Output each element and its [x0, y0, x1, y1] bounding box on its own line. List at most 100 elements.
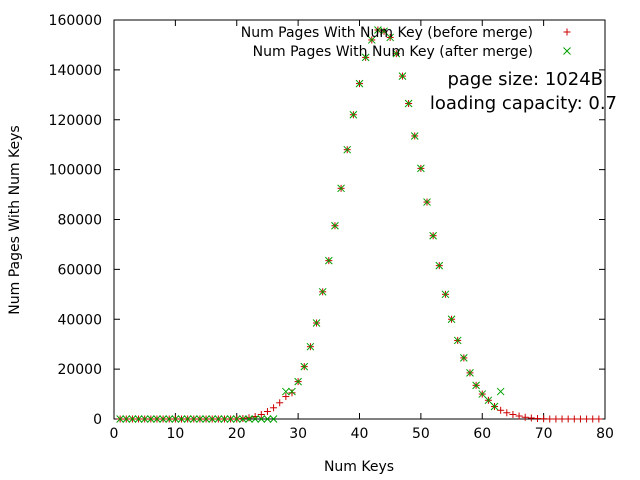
- data-point-after-merge: [417, 164, 425, 173]
- annotation-loading-capacity: loading capacity: 0.7: [430, 93, 617, 114]
- data-point-after-merge: [251, 415, 260, 423]
- data-point-before-merge: [509, 411, 517, 419]
- data-point-after-merge: [361, 53, 370, 62]
- data-point-after-merge: [343, 145, 352, 154]
- data-point-after-merge: [496, 387, 505, 396]
- data-point-before-merge: [552, 415, 560, 423]
- data-point-after-merge: [484, 396, 493, 405]
- data-point-before-merge: [270, 404, 278, 412]
- data-point-before-merge: [564, 415, 572, 423]
- y-tick-label: 120000: [49, 113, 102, 129]
- data-point-after-merge: [226, 415, 235, 423]
- data-point-after-merge: [410, 132, 419, 140]
- data-point-after-merge: [146, 415, 155, 423]
- data-point-before-merge: [288, 389, 296, 397]
- data-point-after-merge: [257, 415, 266, 423]
- legend-label-before-merge: Num Pages With Num Key (before merge): [241, 25, 533, 41]
- data-point-after-merge: [398, 72, 407, 80]
- y-tick-label: 140000: [49, 63, 102, 79]
- data-point-before-merge: [540, 415, 548, 423]
- x-tick-label: 20: [228, 426, 246, 442]
- data-point-after-merge: [239, 415, 247, 423]
- data-point-after-merge: [294, 377, 302, 386]
- data-point-after-merge: [122, 415, 131, 423]
- legend-marker-plus-glyph: [563, 28, 571, 36]
- data-point-after-merge: [331, 221, 339, 230]
- data-point-after-merge: [447, 315, 456, 324]
- data-point-after-merge: [423, 198, 431, 206]
- data-point-before-merge: [589, 415, 597, 423]
- y-tick-label: 20000: [57, 362, 102, 378]
- x-tick-label: 40: [351, 426, 369, 442]
- data-point-after-merge: [208, 415, 217, 423]
- x-tick-label: 80: [596, 426, 614, 442]
- data-point-after-merge: [153, 415, 161, 423]
- y-tick-label: 0: [93, 412, 102, 428]
- legend-label-after-merge: Num Pages With Num Key (after merge): [253, 44, 533, 60]
- data-point-after-merge: [490, 402, 499, 411]
- data-point-after-merge: [196, 415, 204, 423]
- data-point-after-merge: [355, 79, 364, 88]
- data-point-after-merge: [312, 319, 321, 327]
- data-point-before-merge: [263, 408, 271, 416]
- data-point-after-merge: [116, 415, 124, 423]
- data-point-after-merge: [269, 415, 278, 423]
- data-point-after-merge: [214, 415, 223, 423]
- x-tick-label: 50: [412, 426, 430, 442]
- x-tick-label: 10: [166, 426, 184, 442]
- data-point-before-merge: [595, 415, 603, 423]
- data-point-before-merge: [521, 413, 529, 421]
- data-point-after-merge: [349, 110, 358, 119]
- data-point-after-merge: [324, 256, 333, 265]
- y-tick-label: 60000: [57, 262, 102, 278]
- data-point-before-merge: [503, 409, 511, 417]
- data-point-before-merge: [282, 393, 290, 401]
- data-point-after-merge: [404, 99, 413, 108]
- data-point-before-merge: [515, 412, 523, 420]
- data-point-before-merge: [497, 406, 505, 414]
- data-point-before-merge: [576, 415, 584, 423]
- data-point-after-merge: [177, 415, 186, 423]
- data-point-after-merge: [220, 415, 229, 423]
- data-point-before-merge: [583, 415, 591, 423]
- data-point-before-merge: [527, 414, 535, 422]
- data-point-after-merge: [306, 342, 315, 351]
- data-point-after-merge: [441, 290, 450, 299]
- data-point-after-merge: [300, 362, 309, 371]
- x-tick-label: 0: [110, 426, 119, 442]
- data-point-after-merge: [386, 33, 395, 42]
- data-point-after-merge: [472, 381, 480, 390]
- y-axis-label: Num Pages With Num Keys: [7, 125, 23, 314]
- data-point-after-merge: [245, 415, 253, 423]
- data-point-after-merge: [263, 415, 272, 423]
- data-point-after-merge: [128, 415, 137, 423]
- data-point-after-merge: [478, 390, 487, 398]
- data-point-after-merge: [429, 231, 438, 240]
- annotation-page-size: page size: 1024B: [447, 69, 603, 90]
- x-tick-label: 30: [289, 426, 307, 442]
- axis-ticks: 0 10 20 30 40 50 60 70 80 0 20000 40000 60000 80000 10…: [49, 13, 614, 442]
- data-point-before-merge: [570, 415, 578, 423]
- data-point-after-merge: [367, 36, 376, 44]
- x-tick-label: 70: [535, 426, 553, 442]
- data-point-before-merge: [558, 415, 566, 423]
- data-point-after-merge: [159, 415, 167, 423]
- y-tick-label: 40000: [57, 312, 102, 328]
- data-point-before-merge: [257, 411, 265, 419]
- x-axis-label: Num Keys: [324, 459, 394, 475]
- data-point-after-merge: [189, 415, 198, 423]
- data-point-before-merge: [546, 415, 554, 423]
- data-point-after-merge: [466, 369, 474, 377]
- data-point-before-merge: [276, 399, 284, 407]
- data-point-before-merge: [245, 414, 253, 422]
- data-point-after-merge: [392, 49, 401, 58]
- data-point-after-merge: [435, 261, 444, 270]
- data-point-after-merge: [232, 415, 241, 423]
- data-point-after-merge: [380, 27, 388, 36]
- y-tick-label: 160000: [49, 13, 102, 29]
- data-point-after-merge: [337, 184, 345, 193]
- legend-marker-plus: [563, 28, 571, 36]
- y-tick-label: 100000: [49, 163, 102, 179]
- x-tick-label: 60: [473, 426, 491, 442]
